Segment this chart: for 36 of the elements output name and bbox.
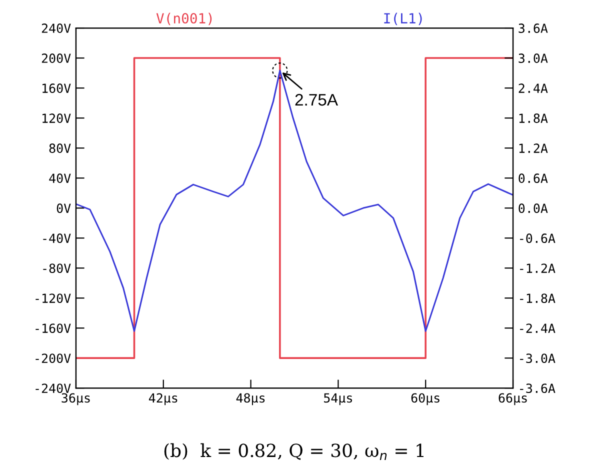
x-tick-label: 54µs: [324, 393, 352, 406]
y2-tick-label: 2.4A: [518, 84, 548, 93]
y-tick-label: -80V: [43, 264, 71, 274]
y2-tick-label: 1.8A: [519, 114, 548, 123]
y-tick-label: -160V: [36, 324, 71, 334]
x-tick-label: 60µs: [411, 393, 440, 406]
y-tick-label: -120V: [36, 294, 71, 304]
y2-tick-label: 3.0A: [518, 54, 548, 63]
y2-tick-label: 3.6A: [518, 24, 548, 33]
y-tick-label: 120V: [42, 114, 71, 123]
y2-tick-label: -1.8A: [520, 294, 556, 304]
y-tick-label: 240V: [42, 24, 71, 33]
y-tick-label: 40V: [49, 174, 71, 184]
y-tick-label: -200V: [36, 354, 71, 364]
x-tick-label: 66µs: [498, 393, 527, 406]
y2-tick-label: 1.2A: [519, 144, 548, 153]
y2-tick-label: -1.2A: [520, 264, 556, 273]
x-tick-label: 36µs: [62, 393, 90, 406]
y2-tick-label: 0.6A: [518, 174, 548, 184]
y-tick-label: 80V: [49, 144, 71, 153]
annotation: 2.75A: [295, 94, 338, 106]
y2-tick-label: 0.0A: [518, 204, 548, 214]
x-tick-label: 48µs: [236, 393, 265, 406]
y-tick-label: 0V: [56, 204, 71, 214]
y-tick-label: -40V: [43, 234, 71, 244]
text: I(L1): [384, 12, 422, 26]
y2-tick-label: -2.4A: [520, 324, 556, 333]
text: V(n001): [156, 12, 212, 26]
y-tick-label: 160V: [42, 84, 71, 93]
y-tick-label: -240V: [36, 384, 71, 394]
y-tick-label: 200V: [42, 54, 71, 63]
y2-tick-label: -3.6A: [520, 384, 556, 394]
x-tick-label: 42µs: [148, 393, 178, 406]
text: (b) k = 0.82, Q = 30, ω$_{n}$ = 1: [164, 443, 424, 460]
y2-tick-label: -0.6A: [520, 234, 556, 244]
y2-tick-label: -3.0A: [520, 354, 556, 364]
